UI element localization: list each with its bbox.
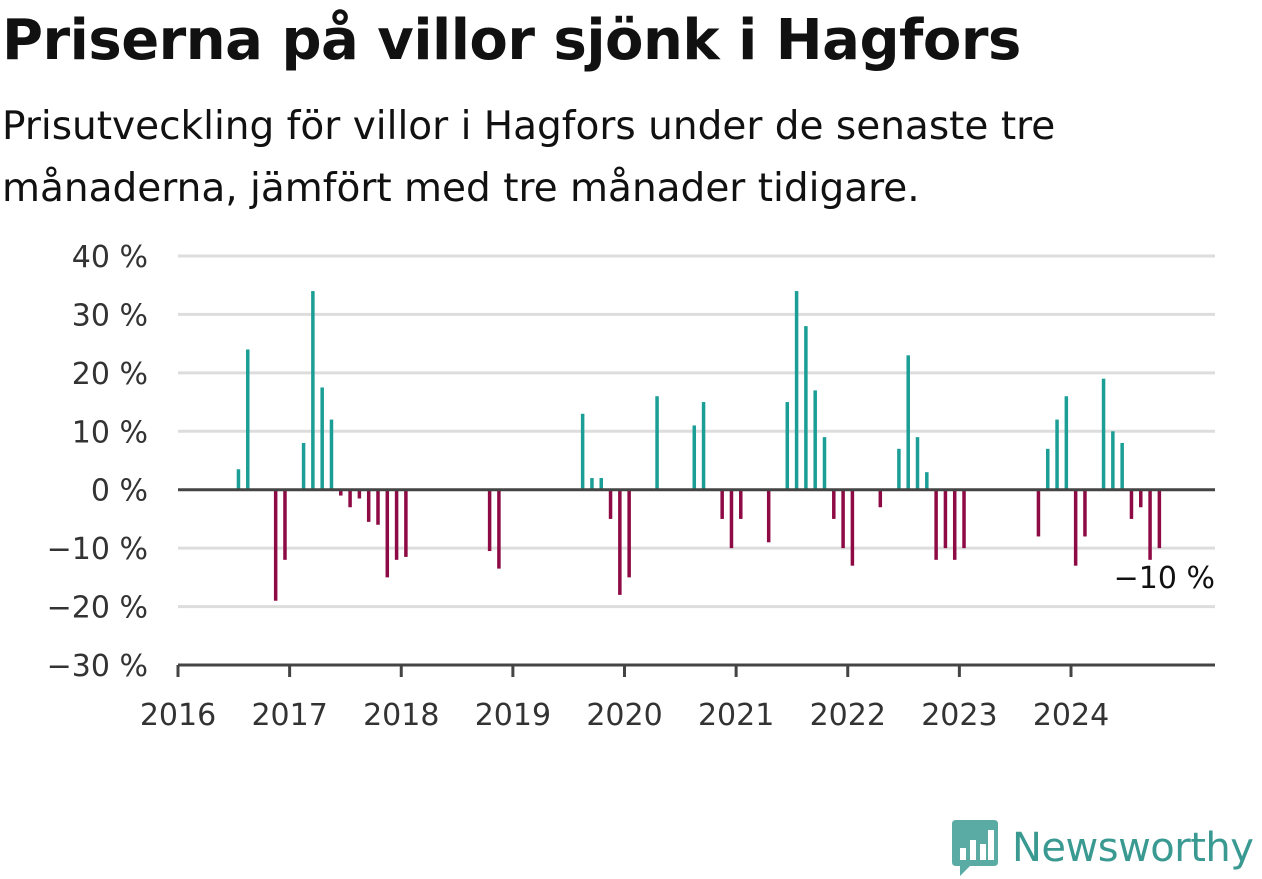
bar: [357, 489, 362, 499]
axes: [178, 488, 1215, 667]
bar: [878, 489, 883, 508]
bar: [785, 402, 790, 490]
y-tick-label: −30 %: [47, 649, 148, 684]
bar: [1073, 489, 1078, 566]
bar: [841, 489, 845, 549]
bar: [590, 478, 594, 490]
bar: [729, 489, 734, 549]
x-tick-label: 2018: [363, 698, 439, 733]
x-tick-label: 2017: [251, 698, 327, 733]
bar: [608, 489, 613, 519]
bar: [618, 489, 622, 595]
bar: [283, 489, 287, 560]
bar-chart: 40 %30 %20 %10 %0 %−10 %−20 %−30 % 2016 2…: [47, 240, 1215, 733]
brand-logo: Newsworthy: [950, 818, 1254, 878]
bar: [385, 489, 390, 578]
y-tick-label: 0 %: [91, 474, 148, 509]
bar: [1036, 489, 1041, 537]
bar: [962, 489, 966, 549]
bar: [394, 489, 399, 560]
chart-subtitle: Prisutveckling för villor i Hagfors unde…: [2, 104, 1056, 211]
bar: [366, 489, 371, 522]
bar: [1148, 489, 1152, 560]
bar: [580, 413, 585, 490]
bar: [925, 472, 929, 490]
bar: [301, 442, 306, 490]
bar: [766, 489, 771, 543]
bar: [236, 469, 241, 490]
y-tick-label: 30 %: [72, 298, 148, 333]
bar: [850, 489, 855, 566]
bar: [943, 489, 948, 549]
bar: [376, 489, 380, 525]
x-tick-label: 2021: [698, 698, 774, 733]
y-tick-label: −20 %: [47, 591, 148, 626]
y-tick-label: 20 %: [72, 357, 148, 392]
bar: [1101, 378, 1106, 490]
bar: [832, 489, 836, 519]
end-value-label: −10 %: [1114, 561, 1215, 596]
x-tick-label: 2020: [586, 698, 662, 733]
x-tick-label: 2023: [921, 698, 997, 733]
bar: [1120, 442, 1124, 490]
bar: [497, 489, 501, 569]
bar: [311, 291, 315, 490]
x-tick-label: 2024: [1033, 698, 1109, 733]
bar: [487, 489, 492, 552]
bar: [1139, 489, 1143, 508]
bar: [720, 489, 724, 519]
x-axis-ticks: 2016 2017 2018 2019 2020 2021 2022 2023 2024: [140, 665, 1109, 733]
bar: [692, 425, 697, 490]
bar: [1045, 448, 1050, 490]
y-tick-label: 40 %: [72, 240, 148, 275]
y-axis-ticks: 40 % 30 % 20 % 10 % 0 % −10 % −20 % −30 %: [47, 240, 148, 684]
bar: [1111, 431, 1115, 490]
bar: [273, 489, 278, 601]
bar: [813, 390, 817, 490]
bar: [1083, 489, 1087, 537]
chart-title: Priserna på villor sjönk i Hagfors: [2, 8, 1021, 73]
bar: [1064, 396, 1069, 490]
bar: [1157, 489, 1162, 549]
brand-name: Newsworthy: [1012, 825, 1254, 871]
bar: [934, 489, 938, 560]
bar: [794, 291, 799, 490]
y-tick-label: −10 %: [47, 532, 148, 567]
bar: [915, 437, 920, 490]
bar: [906, 355, 910, 490]
bar: [246, 349, 250, 490]
bar: [739, 489, 743, 519]
bar: [627, 489, 631, 578]
bar: [804, 326, 808, 490]
bar: [348, 489, 352, 508]
bars: [236, 291, 1162, 601]
bar: [1055, 419, 1059, 490]
y-tick-label: 10 %: [72, 415, 148, 450]
bar: [897, 448, 901, 490]
bar: [1129, 489, 1134, 519]
bar: [599, 478, 603, 490]
bar: [822, 437, 827, 490]
bar: [404, 489, 408, 557]
bar: [701, 402, 706, 490]
bar: [339, 489, 343, 496]
bar: [320, 387, 324, 490]
x-tick-label: 2022: [810, 698, 886, 733]
x-tick-label: 2019: [475, 698, 551, 733]
bar: [952, 489, 957, 560]
x-tick-label: 2016: [140, 698, 216, 733]
gridlines: [178, 254, 1215, 609]
bar: [655, 396, 659, 490]
bar: [329, 419, 334, 490]
bar-chart-flag-icon: [952, 820, 998, 876]
